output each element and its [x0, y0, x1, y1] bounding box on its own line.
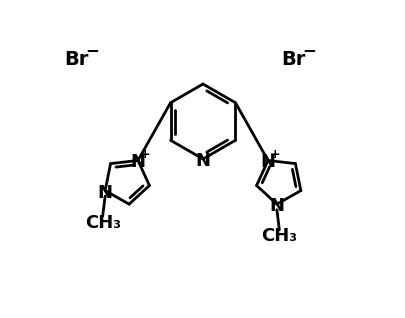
Text: N: N [195, 152, 210, 170]
Text: Br: Br [280, 50, 305, 68]
Text: Br: Br [64, 50, 88, 68]
Text: N: N [269, 197, 283, 215]
Text: −: − [85, 41, 99, 59]
Text: +: + [269, 148, 279, 161]
Text: N: N [260, 154, 275, 171]
Text: −: − [302, 41, 315, 59]
Text: N: N [97, 183, 112, 202]
Text: +: + [139, 148, 150, 161]
Text: CH₃: CH₃ [84, 214, 120, 232]
Text: CH₃: CH₃ [261, 227, 296, 245]
Text: N: N [130, 154, 145, 171]
